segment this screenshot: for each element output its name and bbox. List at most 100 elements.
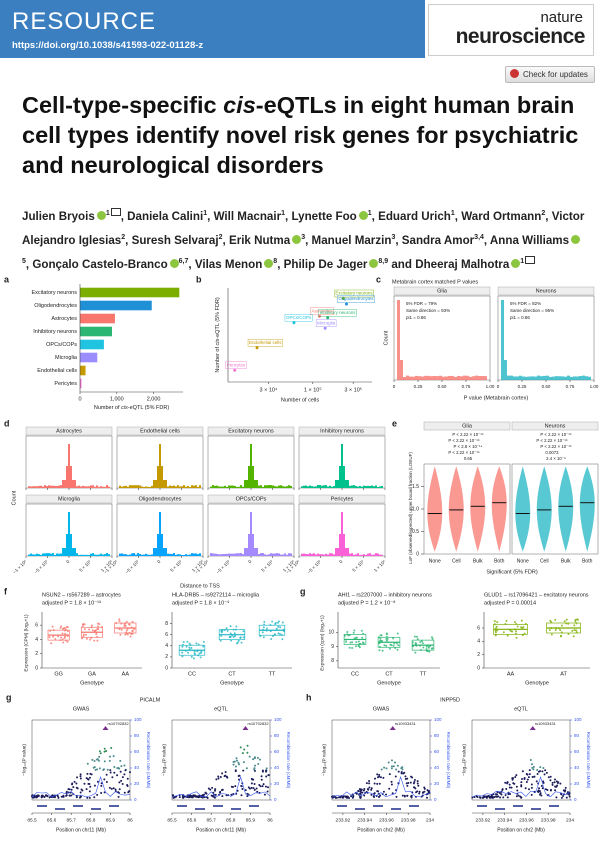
hist-bar: [472, 376, 475, 380]
x-tick-label: 86: [267, 817, 273, 823]
hist-bar: [445, 376, 448, 380]
jitter-dot: [357, 644, 360, 647]
hist-bar: [28, 554, 30, 556]
p-value: 2.4 × 10⁻⁶: [546, 456, 566, 461]
snp-dot: [426, 796, 429, 799]
hist-bar: [327, 554, 329, 556]
snp-dot: [221, 772, 224, 775]
hist-bar: [62, 480, 64, 488]
jitter-dot: [118, 620, 121, 623]
snp-dot: [404, 775, 407, 778]
jitter-dot: [232, 628, 235, 631]
jitter-dot: [351, 641, 354, 644]
snp-dot: [520, 785, 523, 788]
snp-dot: [214, 788, 217, 791]
snp-dot: [509, 793, 512, 796]
jitter-dot: [353, 629, 356, 632]
hist-bar: [379, 486, 381, 488]
doi-link[interactable]: https://doi.org/10.1038/s41593-022-01128…: [12, 40, 204, 51]
jitter-dot: [93, 639, 96, 642]
snp-dot: [124, 769, 127, 772]
hist-bar: [151, 485, 153, 488]
snp-dot: [253, 757, 256, 760]
journal-logo[interactable]: nature neuroscience: [428, 4, 594, 56]
snp-dot: [559, 782, 562, 785]
snp-dot: [416, 790, 419, 793]
jitter-dot: [554, 629, 557, 632]
snp-dot: [421, 791, 424, 794]
snp-dot: [120, 779, 123, 782]
snp-dot: [362, 789, 365, 792]
x-tick-label: None: [429, 558, 441, 564]
snp-dot: [93, 760, 96, 763]
check-updates-button[interactable]: Check for updates: [505, 66, 595, 83]
x-tick-label: 85.5: [167, 817, 177, 823]
jitter-dot: [220, 634, 223, 637]
x-tick-label: 0.75: [462, 384, 471, 389]
lead-snp: [389, 726, 396, 730]
jitter-dot: [66, 640, 69, 643]
x-tick-label: 3 × 10⁴: [260, 386, 278, 393]
facet-title: Glia: [437, 288, 448, 294]
jitter-dot: [96, 639, 99, 642]
plot-subtitle: adjusted P = 0.00014: [484, 600, 536, 606]
jitter-dot: [192, 657, 195, 660]
snp-dot: [221, 795, 224, 798]
hist-bar: [248, 534, 250, 556]
jitter-dot: [390, 644, 393, 647]
jitter-dot: [392, 644, 395, 647]
jitter-dot: [346, 631, 349, 634]
plot-title: GWAS: [73, 706, 90, 712]
snp-dot: [542, 781, 545, 784]
snp-dot: [378, 782, 381, 785]
lead-snp: [102, 726, 109, 730]
hist-bar: [307, 554, 309, 556]
hist-bar: [367, 553, 369, 556]
snp-dot: [97, 759, 100, 762]
snp-dot: [234, 765, 237, 768]
snp-dot: [241, 752, 244, 755]
jitter-dot: [571, 629, 574, 632]
hist-bar: [375, 485, 377, 488]
hist-bar: [321, 485, 323, 488]
label: Pericytes: [54, 381, 77, 387]
p-value: P < 2.22 × 10⁻¹⁶: [540, 432, 571, 437]
stat-text: pi1 = 0.86: [406, 315, 426, 320]
label: Excitatory neurons: [31, 290, 77, 296]
hist-bar: [469, 376, 472, 380]
jitter-dot: [131, 629, 134, 632]
jitter-dot: [351, 646, 354, 649]
hist-bar: [433, 375, 436, 380]
hist-bar: [333, 554, 335, 556]
hist-bar: [236, 486, 238, 488]
snp-dot: [65, 794, 68, 797]
hist-bar: [88, 554, 90, 556]
snp-dot: [521, 770, 524, 773]
hist-bar: [214, 485, 216, 488]
snp-dot: [533, 775, 536, 778]
label: Astrocytes: [51, 316, 77, 322]
x-tick-label: 233.98: [401, 817, 416, 823]
jitter-dot: [124, 622, 127, 625]
x-tick-label: 234: [566, 817, 574, 823]
snp-dot: [519, 795, 522, 798]
hist-bar: [147, 554, 149, 556]
hist-bar: [153, 548, 155, 556]
author: Will Macnair1: [214, 210, 285, 223]
x-tick-label: CC: [188, 671, 196, 677]
label-box: [334, 289, 374, 298]
snp-dot: [481, 796, 484, 799]
snp-dot: [88, 790, 91, 793]
hist-bar: [288, 485, 290, 488]
y-tick-label: 0: [477, 665, 480, 671]
hist-bar: [254, 480, 256, 488]
snp-dot: [391, 792, 394, 795]
snp-dot: [535, 780, 538, 783]
stat-text: pi1 = 0.86: [510, 315, 530, 320]
hist-bar: [167, 553, 169, 556]
jitter-dot: [269, 624, 272, 627]
jitter-dot: [357, 640, 360, 643]
hist-bar: [147, 486, 149, 488]
jitter-dot: [82, 635, 85, 638]
y-tick-label: 0: [165, 665, 168, 671]
